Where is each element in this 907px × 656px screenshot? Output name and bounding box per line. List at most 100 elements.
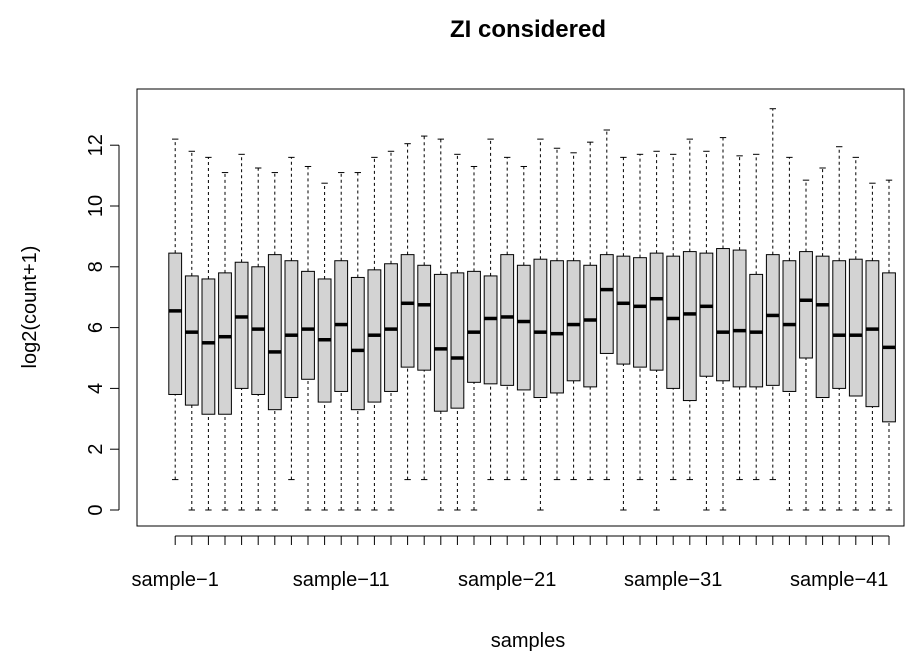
y-tick-label: 2 [85, 444, 107, 455]
box-sample-4 [218, 172, 232, 511]
box-iqr [201, 278, 216, 415]
box-iqr [350, 276, 365, 411]
box-iqr [732, 249, 747, 388]
box-iqr [218, 272, 232, 415]
y-tick-label: 4 [85, 383, 107, 394]
box-iqr [815, 255, 830, 399]
box-sample-15 [400, 143, 415, 481]
box-sample-30 [649, 150, 664, 511]
y-tick-label: 0 [85, 504, 107, 515]
box-sample-12 [350, 172, 365, 511]
box-iqr [500, 254, 515, 386]
box-iqr [633, 257, 647, 368]
box-sample-26 [583, 141, 598, 481]
box-sample-16 [417, 135, 432, 481]
box-iqr [450, 272, 465, 409]
x-tick-label: sample−41 [790, 569, 888, 591]
box-iqr [799, 251, 813, 359]
box-sample-14 [384, 150, 398, 511]
box-sample-31 [666, 153, 681, 481]
box-sample-24 [550, 147, 564, 481]
box-iqr [550, 260, 564, 394]
y-tick-label: 12 [85, 134, 107, 156]
box-iqr [699, 252, 714, 377]
box-sample-32 [682, 138, 697, 481]
box-sample-34 [716, 137, 730, 511]
box-sample-36 [749, 153, 764, 481]
x-tick-label: sample−31 [624, 569, 722, 591]
box-sample-13 [367, 156, 382, 511]
box-iqr [483, 275, 498, 385]
box-sample-8 [284, 156, 299, 481]
x-tick-label: sample−21 [458, 569, 556, 591]
box-iqr [284, 260, 299, 399]
box-iqr [649, 252, 664, 371]
boxes-group [168, 108, 896, 511]
box-iqr [400, 254, 415, 368]
box-iqr [516, 264, 531, 391]
box-iqr [765, 254, 780, 386]
x-axis: sample−1 sample−11 sample−21 sample−31 sampl… [132, 535, 890, 591]
box-sample-39 [799, 179, 813, 511]
x-tick-label: sample−1 [132, 569, 219, 591]
box-sample-23 [533, 138, 548, 511]
box-sample-1 [168, 138, 183, 481]
plot-frame [136, 88, 905, 527]
box-sample-38 [782, 156, 797, 511]
box-iqr [716, 248, 730, 382]
box-sample-29 [633, 153, 647, 481]
box-sample-44 [882, 179, 896, 511]
box-sample-25 [566, 152, 581, 481]
x-tick-label: sample−11 [293, 569, 390, 591]
y-tick-label: 6 [85, 322, 107, 333]
box-iqr [417, 264, 432, 371]
box-iqr [848, 258, 863, 397]
box-iqr [467, 270, 481, 383]
y-tick-label: 10 [85, 195, 107, 217]
box-sample-42 [848, 156, 863, 511]
box-iqr [616, 255, 631, 365]
y-tick-label: 8 [85, 261, 107, 272]
box-sample-22 [516, 165, 531, 481]
box-sample-5 [234, 153, 249, 511]
box-sample-11 [334, 172, 349, 511]
box-iqr [666, 255, 681, 389]
y-axis-label: log2(count+1) [19, 246, 41, 369]
box-iqr [865, 260, 880, 408]
box-iqr [267, 254, 282, 411]
box-sample-9 [301, 165, 315, 511]
box-sample-43 [865, 182, 880, 511]
box-sample-35 [732, 155, 747, 481]
box-sample-3 [201, 156, 216, 511]
box-sample-6 [251, 167, 266, 511]
box-iqr [168, 252, 183, 395]
box-sample-7 [267, 172, 282, 511]
box-iqr [301, 270, 315, 380]
y-axis: 0 2 4 6 8 10 12 [85, 134, 120, 516]
box-sample-28 [616, 156, 631, 511]
box-sample-21 [500, 156, 515, 481]
box-sample-17 [433, 138, 448, 511]
box-sample-33 [699, 150, 714, 511]
box-iqr [599, 254, 614, 354]
box-sample-18 [450, 153, 465, 511]
box-sample-27 [599, 129, 614, 481]
box-sample-20 [483, 138, 498, 481]
box-sample-37 [765, 108, 780, 481]
box-iqr [533, 258, 548, 399]
chart-title: ZI considered [450, 16, 606, 43]
box-iqr [832, 260, 847, 389]
x-axis-label: samples [491, 630, 565, 652]
box-sample-2 [184, 150, 199, 511]
box-sample-41 [832, 146, 847, 511]
box-sample-19 [467, 165, 481, 511]
box-iqr [433, 273, 448, 412]
box-iqr [184, 275, 199, 406]
box-iqr [583, 264, 598, 388]
box-iqr [682, 251, 697, 402]
box-iqr [234, 261, 249, 389]
box-sample-40 [815, 167, 830, 511]
box-sample-10 [317, 182, 332, 511]
box-iqr [566, 260, 581, 382]
